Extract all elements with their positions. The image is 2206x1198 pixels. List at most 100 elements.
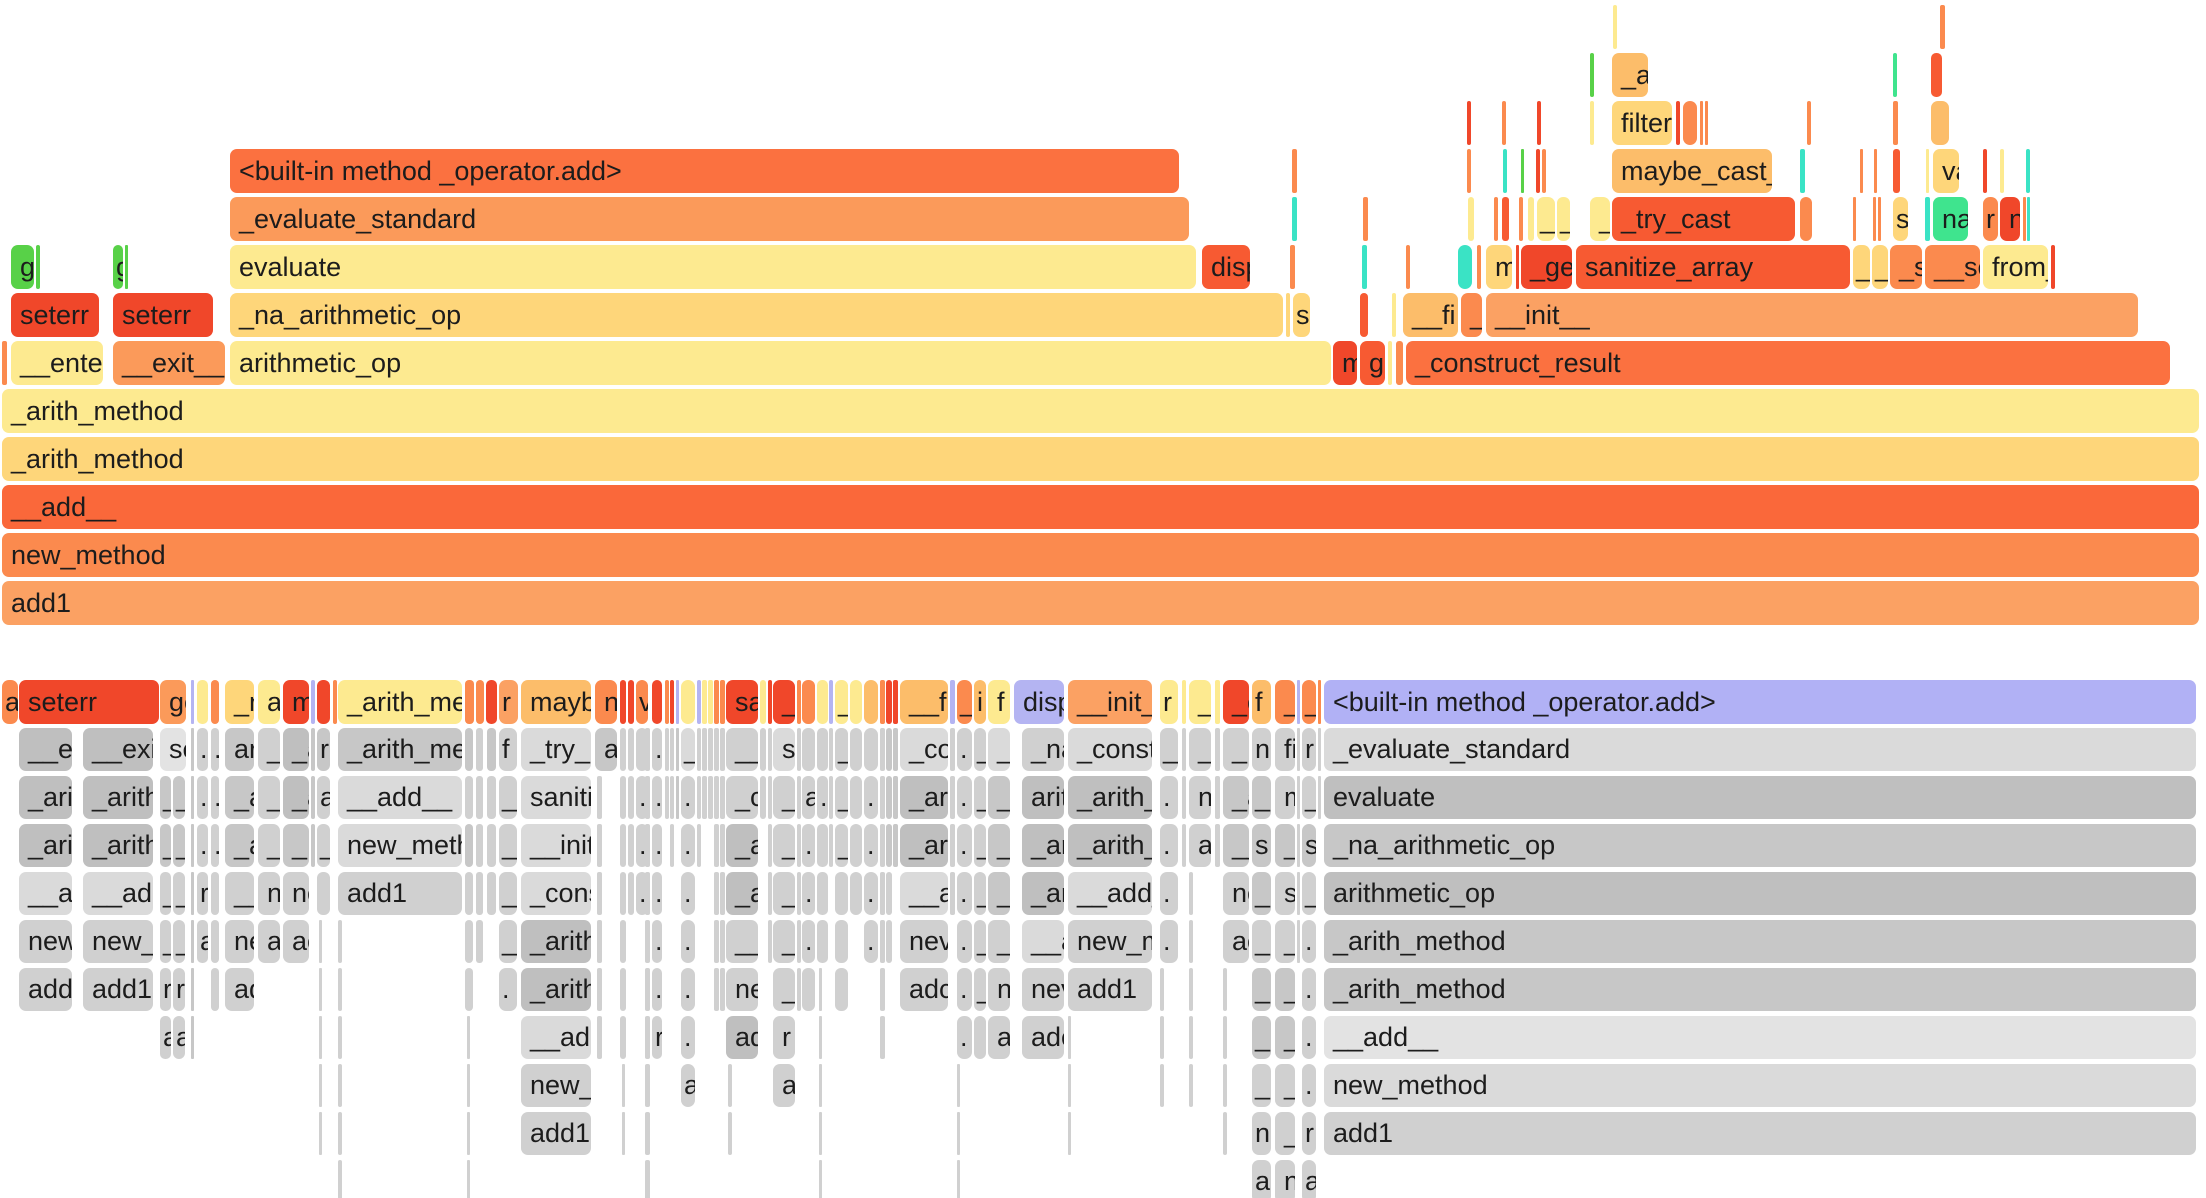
frame-sliver[interactable] [1318, 680, 1321, 724]
frame-nc[interactable]: nc [283, 872, 309, 915]
frame-sliver[interactable] [880, 680, 885, 724]
frame-_arith[interactable]: _arith [521, 920, 591, 963]
frame-sliver[interactable] [1160, 1064, 1164, 1107]
frame-_[interactable]: _ [1252, 776, 1271, 819]
frame-_[interactable]: _ [1302, 776, 1316, 819]
frame-nev[interactable]: nev [1022, 968, 1064, 1011]
frame-sliver[interactable] [1189, 872, 1193, 915]
frame-sliver[interactable] [728, 1064, 732, 1107]
frame-na[interactable]: na [1933, 197, 1968, 241]
frame-sliver[interactable]: . [211, 728, 219, 771]
frame-_arith_met[interactable]: _arith_met [19, 824, 72, 867]
frame-sliver[interactable] [676, 728, 679, 771]
frame-_arith_me[interactable]: _arith_me [338, 680, 462, 724]
frame-sliver[interactable] [645, 1016, 650, 1059]
frame-sliver[interactable] [628, 680, 634, 724]
frame-sliver[interactable] [893, 824, 898, 867]
frame-sliver[interactable] [1502, 101, 1506, 145]
frame-sliver[interactable] [819, 1112, 822, 1155]
frame-sliver[interactable] [1297, 920, 1300, 963]
frame-sliver[interactable] [1292, 149, 1297, 193]
frame-_[interactable]: _ [1252, 968, 1271, 1011]
frame-__init__[interactable]: __init__ [1486, 293, 2138, 337]
frame-a[interactable]: a [802, 776, 815, 819]
frame-__add__[interactable]: __add__ [338, 776, 462, 819]
frame-sliver[interactable] [819, 1016, 822, 1059]
frame-sliver[interactable] [1290, 245, 1295, 289]
frame-sliver[interactable] [797, 920, 801, 963]
frame-sliver[interactable] [893, 680, 898, 724]
frame-_[interactable]: _ [835, 680, 848, 724]
frame-_a[interactable]: _a [1223, 776, 1249, 819]
frame-sliver[interactable] [1503, 149, 1507, 193]
frame-sliver[interactable] [886, 680, 892, 724]
frame-sliver[interactable] [1468, 197, 1474, 241]
frame-sliver[interactable]: . [197, 776, 208, 819]
frame-sliver[interactable]: . [864, 776, 878, 819]
frame-_[interactable]: _ [835, 728, 848, 771]
frame-va[interactable]: va [1933, 149, 1959, 193]
frame-sliver[interactable] [817, 872, 828, 915]
frame-_[interactable]: _ [974, 968, 986, 1011]
frame-sliver[interactable]: . [681, 824, 695, 867]
frame-add1[interactable]: add1 [83, 968, 153, 1011]
frame-sliver[interactable] [1502, 197, 1509, 241]
frame-evaluate[interactable]: evaluate [230, 245, 1196, 289]
frame-maybe_cast_t[interactable]: maybe_cast_t [1612, 149, 1772, 193]
frame-sliver[interactable] [880, 968, 885, 1011]
frame-sliver[interactable] [1467, 149, 1471, 193]
frame-sliver[interactable] [850, 824, 862, 867]
frame-s[interactable]: s [1893, 197, 1908, 241]
frame-sliver[interactable] [1182, 680, 1186, 724]
frame-sliver[interactable]: . [1160, 872, 1178, 915]
frame-sliver[interactable] [886, 728, 892, 771]
frame-sliver[interactable] [620, 920, 626, 963]
frame-sliver[interactable] [620, 776, 626, 819]
frame-sliver[interactable]: . [1302, 1016, 1316, 1059]
frame-sliver[interactable] [1068, 1016, 1071, 1059]
frame-sliver[interactable] [957, 1112, 960, 1155]
frame-sliver[interactable] [802, 968, 815, 1011]
frame-sliver[interactable] [467, 1016, 470, 1059]
frame-from_[interactable]: from_ [1983, 245, 2048, 289]
frame-sliver[interactable] [1590, 53, 1594, 97]
frame-_ar[interactable]: _ar [900, 824, 948, 867]
frame-_[interactable]: _ [681, 728, 695, 771]
frame-a[interactable]: a [773, 1064, 795, 1107]
frame-_[interactable]: _ [499, 920, 517, 963]
frame-sliver[interactable]: . [957, 920, 972, 963]
frame-_[interactable]: _ [160, 872, 171, 915]
frame-n[interactable]: n [258, 872, 280, 915]
frame-sliver[interactable] [2, 341, 7, 385]
frame-sliver[interactable] [817, 680, 828, 724]
frame-sliver[interactable] [714, 920, 719, 963]
frame-sliver[interactable] [1160, 968, 1164, 1011]
frame-sliver[interactable] [697, 728, 701, 771]
frame-ge[interactable]: ge [160, 680, 186, 724]
frame-_na_arithmetic_op[interactable]: _na_arithmetic_op [230, 293, 1283, 337]
frame-s[interactable]: s [1252, 824, 1271, 867]
frame-built-in-method-_operator-add[interactable]: <built-in method _operator.add> [230, 149, 1179, 193]
frame-_[interactable]: _ [283, 824, 309, 867]
frame-n[interactable]: n [1252, 728, 1271, 771]
frame-_[interactable]: _ [1275, 920, 1295, 963]
frame-_[interactable]: _ [773, 920, 795, 963]
frame-sliver[interactable] [950, 776, 955, 819]
frame-r[interactable]: r [1983, 197, 1998, 241]
frame-_[interactable]: _ [1189, 728, 1211, 771]
frame-new_m[interactable]: new_m [521, 1064, 591, 1107]
frame-add1[interactable]: add1 [1324, 1112, 2196, 1155]
frame-_[interactable]: _ [160, 920, 171, 963]
frame-sliver[interactable] [487, 776, 496, 819]
frame-sliver[interactable] [645, 776, 650, 819]
frame-sliver[interactable] [338, 1112, 342, 1155]
frame-sliver[interactable] [338, 1064, 342, 1107]
frame-sliver[interactable] [191, 1016, 194, 1059]
frame-sliver[interactable] [319, 1016, 322, 1059]
frame-_[interactable]: _ [317, 824, 330, 867]
frame-sliver[interactable]: . [652, 920, 662, 963]
frame-sliver[interactable]: . [957, 776, 972, 819]
frame-sliver[interactable] [487, 824, 496, 867]
frame-sliver[interactable]: . [197, 728, 208, 771]
frame-n[interactable]: n [2000, 197, 2020, 241]
